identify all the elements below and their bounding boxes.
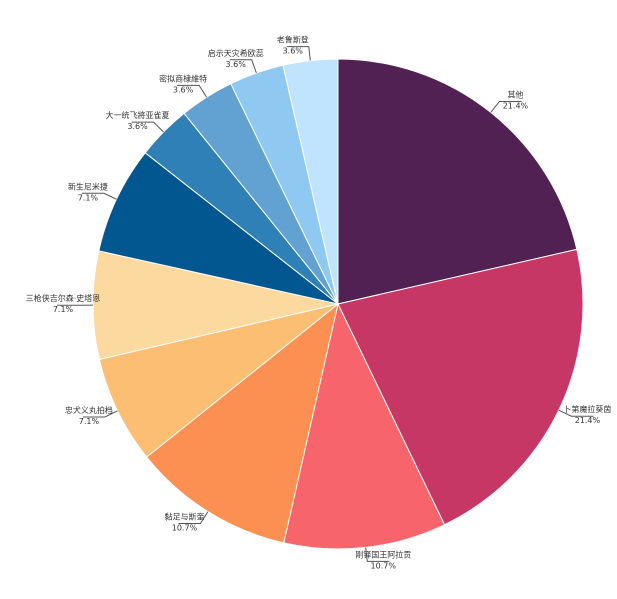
label-leader-line — [177, 84, 208, 98]
slice-percent-label: 3.6% — [283, 47, 304, 56]
label-leader-line — [365, 547, 390, 562]
label-leader-line — [229, 59, 257, 74]
slice-category-label: 其他 — [507, 89, 523, 99]
label-leader-line — [490, 100, 522, 113]
slice-category-label: 启示天灾希欧蕊 — [208, 48, 264, 58]
pie-slice — [92, 250, 339, 360]
slice-category-label: 黏足与斯奎 — [164, 511, 204, 521]
slice-percent-label: 21.4% — [503, 101, 529, 110]
slice-percent-label: 3.6% — [173, 85, 194, 94]
pie-slices — [92, 58, 584, 550]
pie-slice — [98, 152, 339, 305]
slice-percent-label: 10.7% — [371, 561, 397, 570]
label-leader-line — [178, 511, 209, 524]
slice-percent-label: 3.6% — [127, 122, 148, 131]
slice-percent-label: 7.1% — [53, 305, 74, 314]
slice-category-label: 大一统飞將亚雀夏 — [106, 110, 170, 120]
slice-category-label: 三枪侠吉尔森·史塔恩 — [26, 293, 101, 303]
slice-percent-label: 21.4% — [575, 416, 601, 425]
slice-percent-label: 3.6% — [226, 60, 247, 69]
slice-percent-label: 7.1% — [79, 417, 100, 426]
label-leader-line — [81, 192, 117, 200]
slice-percent-label: 7.1% — [78, 193, 99, 202]
slice-category-label: 刚铎国王阿拉贡 — [355, 549, 411, 559]
pie-slice — [283, 302, 446, 550]
pie-slice — [145, 302, 339, 544]
label-leader-line — [286, 46, 311, 61]
slice-category-label: 老鲁斯登 — [277, 35, 309, 45]
pie-slice — [282, 58, 339, 305]
label-leader-line — [558, 409, 594, 417]
label-leader-line — [82, 410, 118, 418]
label-leader-line — [131, 121, 164, 133]
slice-category-label: 忠犬义丸拍档 — [65, 405, 113, 415]
slice-category-label: 新生尼米捷 — [68, 181, 108, 191]
pie-slice — [98, 303, 339, 458]
slice-labels: 其他 21.4% 卜第魔拉葵茵 21.4% 刚铎国王阿拉贡 10.7% 黏足与斯奎 10.7%… — [26, 35, 612, 571]
label-leader-lines — [57, 46, 594, 562]
slice-percent-label: 10.7% — [172, 523, 198, 532]
slice-category-label: 卜第魔拉葵茵 — [563, 404, 611, 414]
slice-category-label: 密拟商棣維特 — [159, 73, 207, 83]
